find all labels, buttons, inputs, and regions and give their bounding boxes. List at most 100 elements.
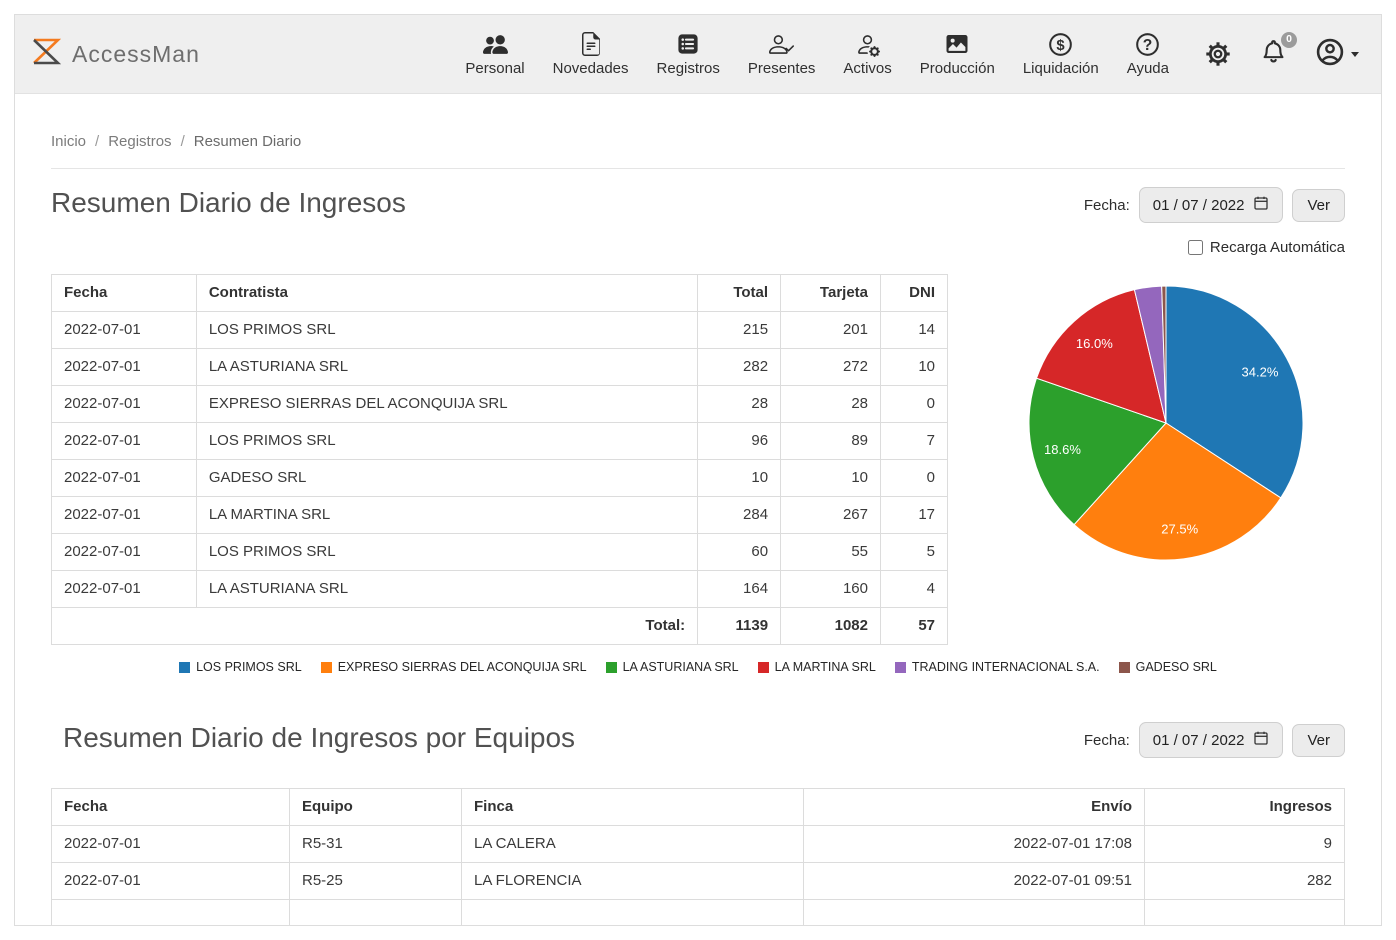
table-cell: 164 [697,570,782,608]
breadcrumb-separator: / [180,133,185,150]
table-cell: 55 [780,533,881,571]
table-row: 2022-07-01 R5-25 LA FLORENCIA 2022-07-01 09… [51,862,1345,900]
ingresos-table: Fecha Contratista Total Tarjeta DNI 2022-07-0… [50,274,948,645]
nav-label: Producción [919,59,995,77]
table-cell [803,899,1145,925]
table-cell: 2022-07-01 [51,862,290,900]
nav-item-novedades[interactable]: Novedades [539,32,643,77]
nav-label: Liquidación [1022,59,1099,77]
pie-slice-label: 16.0% [1076,336,1113,351]
legend-item[interactable]: GADESO SRL [1118,660,1217,674]
svg-text:?: ? [1143,36,1153,53]
legend-label: EXPRESO SIERRAS DEL ACONQUIJA SRL [337,660,587,674]
legend-item[interactable]: EXPRESO SIERRAS DEL ACONQUIJA SRL [320,660,587,674]
page-card: AccessMan Personal Novedades Registros [14,14,1382,926]
table-row: 2022-07-01 LOS PRIMOS SRL 215 201 14 [51,311,948,349]
pie-slice [1161,285,1167,424]
fecha-value: 01 / 07 / 2022 [1152,196,1245,214]
calendar-icon[interactable] [1253,195,1269,215]
brand-name: AccessMan [72,40,200,67]
ver-button[interactable]: Ver [1292,188,1345,222]
notifications-button[interactable]: 0 [1261,32,1297,70]
table-cell: 160 [780,570,881,608]
table-row: 2022-07-01 LOS PRIMOS SRL 60 55 5 [51,533,948,571]
pie-slice-label: 34.2% [1242,365,1279,380]
ver-button-equipos[interactable]: Ver [1292,723,1345,757]
column-header: Contratista [195,274,699,312]
table-cell: 28 [697,385,782,423]
section-ingresos-body: Fecha Contratista Total Tarjeta DNI 2022-07-0… [50,274,1345,645]
nav-label: Presentes [747,59,816,77]
nav-label: Registros [656,59,720,77]
table-cell: 2022-07-01 09:51 [803,862,1145,900]
breadcrumb-registros[interactable]: Registros [108,133,172,150]
brand-logo[interactable]: AccessMan [31,35,200,73]
legend-swatch-icon [1118,661,1130,673]
legend-item[interactable]: LA MARTINA SRL [757,660,876,674]
table-cell: LOS PRIMOS SRL [195,422,699,460]
table-cell: 10 [780,459,881,497]
nav-item-activos[interactable]: Activos [829,32,905,77]
dollar-circle-icon: $ [1048,32,1073,57]
legend-swatch-icon [757,661,769,673]
calendar-icon[interactable] [1253,730,1269,750]
table-row: 2022-07-01 LA MARTINA SRL 284 267 17 [51,496,948,534]
breadcrumb-current: Resumen Diario [193,133,302,150]
fecha-input-equipos[interactable]: 01 / 07 / 2022 [1138,722,1284,758]
nav-item-ayuda[interactable]: ? Ayuda [1113,32,1183,77]
column-header: Tarjeta [780,274,881,312]
fecha-label: Fecha: [1083,731,1130,749]
table-cell: 5 [880,533,948,571]
column-header: Fecha [51,788,290,826]
table-cell: 2022-07-01 [51,422,197,460]
table-row: 2022-07-01 LA ASTURIANA SRL 282 272 10 [51,348,948,386]
legend-item[interactable]: TRADING INTERNACIONAL S.A. [894,660,1100,674]
divider [51,168,1345,169]
column-header: Fecha [51,274,197,312]
table-cell: 4 [880,570,948,608]
recarga-row: Recarga Automática [51,239,1345,256]
chart-legend: LOS PRIMOS SRL EXPRESO SIERRAS DEL ACONQU… [51,660,1345,674]
table-cell: 10 [697,459,782,497]
table-cell: 89 [780,422,881,460]
legend-item[interactable]: LA ASTURIANA SRL [605,660,739,674]
main-content: Inicio / Registros / Resumen Diario Resumen … [15,133,1381,925]
nav-item-presentes[interactable]: Presentes [734,32,830,77]
table-cell: 60 [697,533,782,571]
account-menu-button[interactable] [1316,38,1359,71]
topbar: AccessMan Personal Novedades Registros [15,15,1381,94]
fecha-input[interactable]: 01 / 07 / 2022 [1138,187,1284,223]
recarga-checkbox[interactable] [1187,240,1203,255]
fecha-controls-equipos: Fecha: 01 / 07 / 2022 Ver [1084,720,1345,758]
legend-label: LA ASTURIANA SRL [622,660,739,674]
notification-badge: 0 [1281,32,1297,48]
fecha-label: Fecha: [1083,196,1130,214]
bell-icon [1261,38,1286,70]
section-ingresos-header: Resumen Diario de Ingresos Fecha: 01 / 0… [51,185,1345,223]
nav-item-registros[interactable]: Registros [643,32,734,77]
nav-item-liquidacion[interactable]: $ Liquidación [1009,32,1113,77]
table-cell: LA CALERA [461,825,804,863]
table-cell: 2022-07-01 [51,348,197,386]
table-cell: 282 [1144,862,1345,900]
gear-icon[interactable] [1205,41,1231,67]
file-text-icon [579,32,603,57]
table-cell: R5-31 [289,825,462,863]
table-cell: 96 [697,422,782,460]
table-cell: 272 [780,348,881,386]
table-cell: GADESO SRL [195,459,699,497]
table-cell: LA ASTURIANA SRL [195,348,699,386]
people-icon [482,32,508,57]
nav-item-produccion[interactable]: Producción [906,32,1009,77]
breadcrumb-inicio[interactable]: Inicio [51,133,87,150]
pie-slice-label: 18.6% [1044,442,1081,457]
column-header: Total [697,274,782,312]
pie-chart: 34.2% 27.5% 18.6% 16.0% [1028,285,1304,561]
legend-item[interactable]: LOS PRIMOS SRL [179,660,302,674]
list-square-icon [676,32,700,57]
nav-item-personal[interactable]: Personal [451,32,538,77]
fecha-value: 01 / 07 / 2022 [1152,731,1245,749]
breadcrumb-separator: / [95,133,100,150]
breadcrumb: Inicio / Registros / Resumen Diario [51,133,1345,150]
table-cell: 17 [880,496,948,534]
